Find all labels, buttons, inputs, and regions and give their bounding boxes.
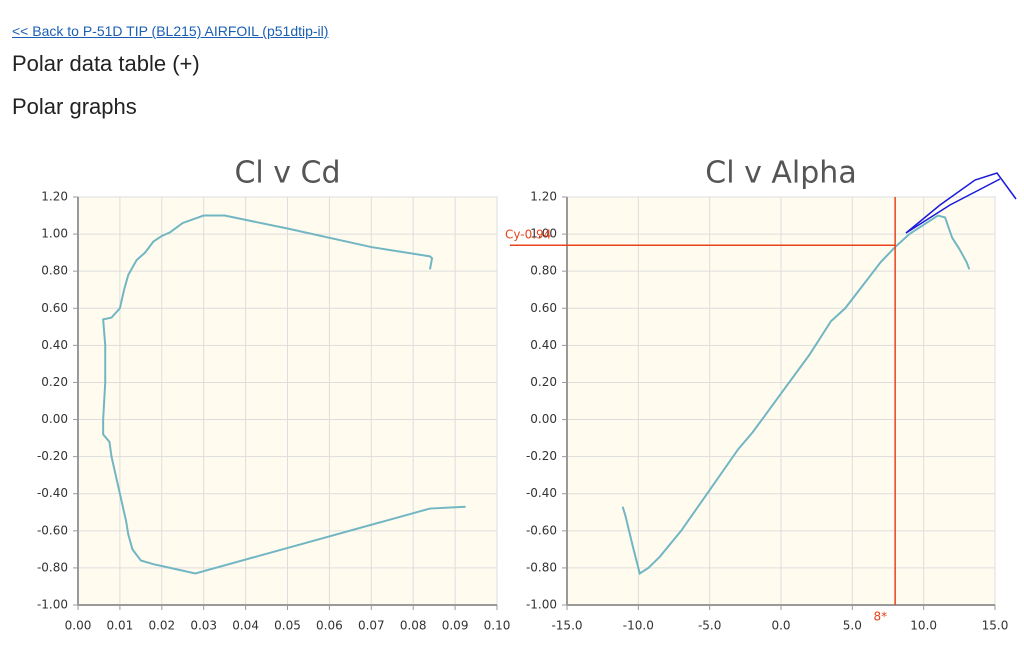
sketch-line bbox=[905, 178, 1001, 234]
annotation-label: 8* bbox=[873, 610, 887, 624]
y-tick-label: -0.80 bbox=[526, 560, 557, 574]
polar-table-toggle[interactable]: Polar data table (+) bbox=[12, 51, 200, 76]
x-tick-label: -10.0 bbox=[623, 619, 654, 633]
x-tick-label: 0.0 bbox=[771, 619, 790, 633]
y-tick-label: -0.80 bbox=[37, 560, 68, 574]
x-tick-label: 5.0 bbox=[843, 619, 862, 633]
x-tick-label: 0.07 bbox=[358, 619, 385, 633]
x-tick-label: 0.09 bbox=[442, 619, 469, 633]
y-tick-label: 1.00 bbox=[41, 227, 68, 241]
x-tick-label: 0.06 bbox=[316, 619, 343, 633]
y-tick-label: -0.60 bbox=[526, 523, 557, 537]
x-tick-label: 0.05 bbox=[274, 619, 301, 633]
data-line bbox=[621, 214, 971, 576]
x-tick-label: 0.08 bbox=[400, 619, 427, 633]
y-tick-label: 0.60 bbox=[41, 301, 68, 315]
y-tick-label: -0.20 bbox=[526, 449, 557, 463]
x-tick-label: 15.0 bbox=[982, 619, 1009, 633]
x-tick-label: 0.00 bbox=[65, 619, 92, 633]
y-tick-label: 0.00 bbox=[41, 412, 68, 426]
y-tick-label: 0.20 bbox=[530, 375, 557, 389]
x-tick-label: 0.01 bbox=[107, 619, 134, 633]
data-line bbox=[102, 214, 466, 575]
section-heading: Polar graphs bbox=[12, 94, 137, 119]
y-tick-label: 1.20 bbox=[530, 190, 557, 204]
y-tick-label: 0.80 bbox=[41, 264, 68, 278]
x-tick-label: 0.04 bbox=[232, 619, 259, 633]
x-tick-label: 0.02 bbox=[148, 619, 175, 633]
x-tick-label: -15.0 bbox=[551, 619, 582, 633]
chart-title: Cl v Alpha bbox=[705, 156, 856, 191]
y-tick-label: -0.40 bbox=[37, 486, 68, 500]
y-tick-label: 1.20 bbox=[41, 190, 68, 204]
y-tick-label: 0.40 bbox=[530, 338, 557, 352]
y-tick-label: -0.60 bbox=[37, 523, 68, 537]
y-tick-label: -0.20 bbox=[37, 449, 68, 463]
chart-title: Cl v Cd bbox=[234, 156, 340, 191]
y-tick-label: -0.40 bbox=[526, 486, 557, 500]
y-tick-label: 0.60 bbox=[530, 301, 557, 315]
back-link[interactable]: << Back to P-51D TIP (BL215) AIRFOIL (p5… bbox=[12, 23, 329, 39]
y-tick-label: 1.00 bbox=[530, 227, 557, 241]
annotation-label: Cy-0.94 bbox=[505, 228, 551, 242]
y-tick-label: 0.80 bbox=[530, 264, 557, 278]
y-tick-label: -1.00 bbox=[37, 598, 68, 612]
x-tick-label: 10.0 bbox=[910, 619, 937, 633]
x-tick-label: 0.03 bbox=[190, 619, 217, 633]
y-tick-label: 0.20 bbox=[41, 375, 68, 389]
y-tick-label: -1.00 bbox=[526, 598, 557, 612]
y-tick-label: 0.40 bbox=[41, 338, 68, 352]
x-tick-label: 0.10 bbox=[484, 619, 511, 633]
y-tick-label: 0.00 bbox=[530, 412, 557, 426]
sketch-line bbox=[905, 172, 1017, 234]
x-tick-label: -5.0 bbox=[698, 619, 721, 633]
